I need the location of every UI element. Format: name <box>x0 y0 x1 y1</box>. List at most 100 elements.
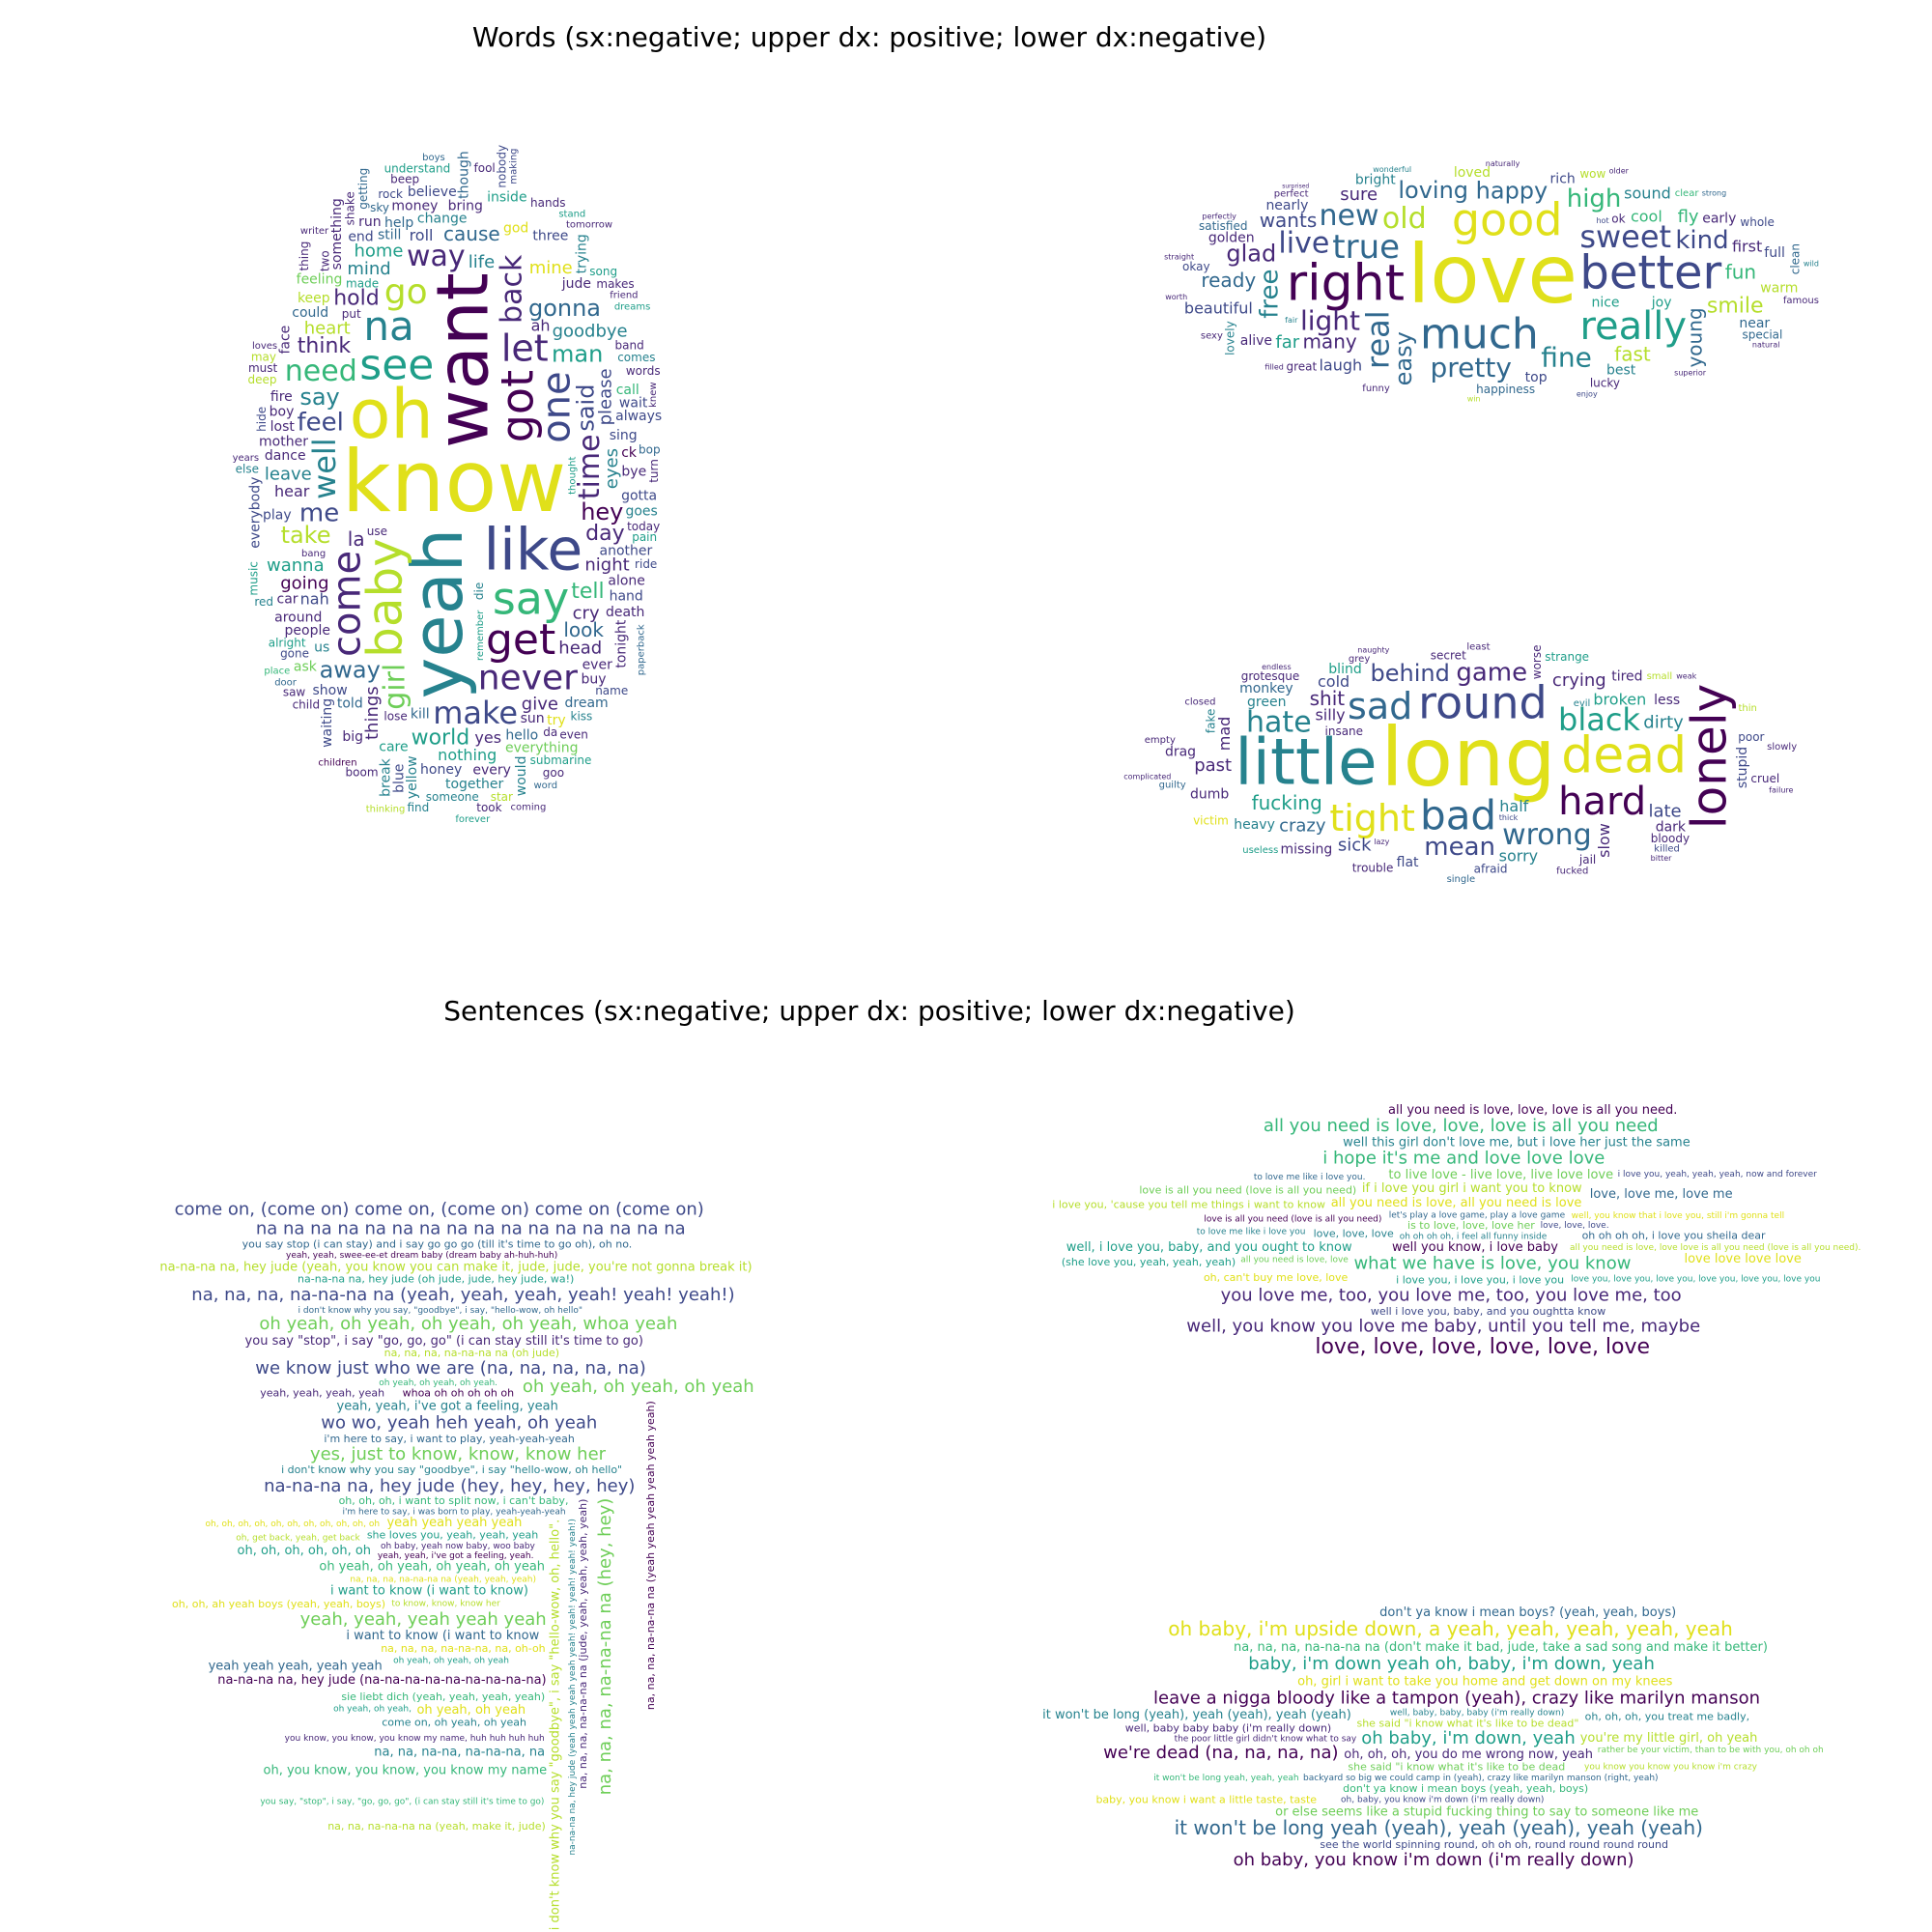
cloud-word: lose <box>384 709 407 723</box>
cloud-sentence: rather be your victim, than to be with y… <box>1598 1746 1824 1755</box>
cloud-sentence: na, na, na, na-na-na na (hey, hey) <box>595 1498 615 1796</box>
cloud-word: believe <box>408 185 457 200</box>
cloud-sentence: na, na, na-na-na na (yeah, make it, jude… <box>327 1820 546 1833</box>
cloud-word: monkey <box>1239 681 1293 696</box>
cloud-word: gonna <box>528 295 601 322</box>
cloud-word: fair <box>1285 316 1298 325</box>
cloud-word: ask <box>294 659 318 674</box>
cloud-word: writer <box>300 226 329 237</box>
cloud-word: cool <box>1631 208 1662 226</box>
cloud-word: thought <box>567 456 578 494</box>
cloud-word: right <box>1287 255 1405 313</box>
cloud-word: dance <box>265 448 306 464</box>
cloud-word: closed <box>1184 697 1215 708</box>
cloud-sentence: na-na-na na, hey jude (na-na-na-na-na-na… <box>217 1673 546 1688</box>
cloud-sentence: na, na, na, na-na-na, na, oh-oh <box>381 1642 545 1655</box>
cloud-word: lucky <box>1590 376 1620 389</box>
cloud-word: joy <box>1651 296 1672 311</box>
cloud-sentence: you say stop (i can stay) and i say go g… <box>242 1238 633 1251</box>
cloud-word: hands <box>530 196 565 210</box>
cloud-word: past <box>1194 755 1232 776</box>
cloud-word: live <box>1278 226 1329 260</box>
cloud-sentence: see the world spinning round, oh oh oh, … <box>1320 1838 1668 1851</box>
cloud-word: well <box>306 438 343 499</box>
cloud-sentence: i don't know why you say "goodbye", i sa… <box>549 1520 563 1930</box>
cloud-word: children <box>318 757 356 768</box>
cloud-word: thin <box>1738 703 1756 714</box>
cloud-sentence: i love you, 'cause you tell me things i … <box>1052 1198 1325 1210</box>
cloud-word: jude <box>561 276 591 292</box>
cloud-word: said <box>572 384 599 432</box>
cloud-word: ever <box>582 658 613 673</box>
cloud-word: waiting <box>320 698 335 748</box>
cloud-sentence: don't ya know i mean boys (yeah, yeah, b… <box>1343 1782 1588 1795</box>
cloud-sentence: all you need is love, love love is all y… <box>1570 1243 1861 1253</box>
cloud-word: special <box>1742 327 1782 341</box>
cloud-word: lovely <box>1224 321 1237 355</box>
cloud-sentence: to love me like i love you <box>1197 1228 1306 1237</box>
cloud-word: killed <box>1654 843 1680 854</box>
cloud-word: lonely <box>1681 684 1737 829</box>
cloud-word: time <box>573 434 607 499</box>
cloud-word: rock <box>378 187 403 201</box>
cloud-word: red <box>254 595 273 609</box>
cloud-word: dead <box>1561 726 1687 784</box>
cloud-sentence: i'm here to say, i was born to play, yea… <box>342 1508 565 1518</box>
cloud-word: mean <box>1424 833 1495 862</box>
cloud-word: real <box>1359 310 1396 369</box>
cloud-word: sorry <box>1499 847 1538 866</box>
cloud-word: sad <box>1348 685 1412 727</box>
cloud-word: want <box>421 272 504 448</box>
cloud-sentence: oh, oh, oh, you do me wrong now, yeah <box>1344 1747 1593 1762</box>
cloud-word: ok <box>1611 212 1625 225</box>
cloud-word: wonderful <box>1373 165 1411 174</box>
cloud-word: whole <box>1740 215 1774 229</box>
cloud-word: go <box>384 272 428 312</box>
cloud-word: show <box>313 683 348 698</box>
cloud-word: sure <box>1340 185 1378 205</box>
cloud-word: heart <box>304 319 351 339</box>
cloud-word: young <box>1684 307 1707 367</box>
cloud-word: wants <box>1260 209 1318 232</box>
cloud-word: worse <box>1530 645 1544 680</box>
cloud-word: fucked <box>1556 866 1588 876</box>
cloud-word: empty <box>1145 735 1176 746</box>
cloud-word: trying <box>575 234 590 273</box>
cloud-word: comes <box>617 351 655 364</box>
cloud-word: bye <box>621 464 646 479</box>
cloud-word: famous <box>1783 296 1819 306</box>
cloud-word: hello <box>505 727 538 743</box>
cloud-word: behind <box>1371 660 1450 687</box>
cloud-sentence: oh, baby, you know i'm down (i'm really … <box>1341 1795 1544 1804</box>
cloud-word: hold <box>333 287 379 311</box>
cloud-sentence: she said "i know what it's like to be de… <box>1348 1760 1565 1773</box>
cloud-sentence: you're my little girl, oh yeah <box>1580 1731 1758 1746</box>
cloud-word: filled <box>1264 362 1283 371</box>
cloud-word: mad <box>1215 717 1234 752</box>
cloud-word: game <box>1456 659 1527 688</box>
cloud-word: surprised <box>1282 183 1309 189</box>
cloud-sentence: well you know, i love baby <box>1392 1240 1558 1255</box>
cloud-word: word <box>533 781 557 791</box>
cloud-word: sweet <box>1579 218 1671 255</box>
cloud-sentence: she said "i know what it's like to be de… <box>1356 1717 1578 1729</box>
cloud-word: late <box>1648 802 1681 822</box>
cloud-word: world <box>412 726 470 751</box>
cloud-sentence: oh yeah, oh yeah, oh yeah, oh yeah <box>319 1560 545 1575</box>
cloud-word: slowly <box>1767 742 1797 753</box>
cloud-word: man <box>552 341 603 368</box>
cloud-word: made <box>346 277 379 291</box>
cloud-word: superior <box>1674 368 1707 377</box>
cloud-sentence: na, na, na, na-na-na na (jude, yeah, yea… <box>577 1499 589 1789</box>
cloud-word: dark <box>1656 819 1687 835</box>
cloud-word: many <box>1302 330 1356 354</box>
cloud-word: sound <box>1624 185 1671 203</box>
cloud-word: everybody <box>247 477 263 549</box>
cloud-word: break <box>378 757 393 797</box>
cloud-word: know <box>342 432 567 531</box>
cloud-word: wait <box>619 395 648 411</box>
cloud-word: slow <box>1595 823 1613 858</box>
cloud-word: dream <box>565 696 609 711</box>
cloud-word: mother <box>259 434 308 449</box>
